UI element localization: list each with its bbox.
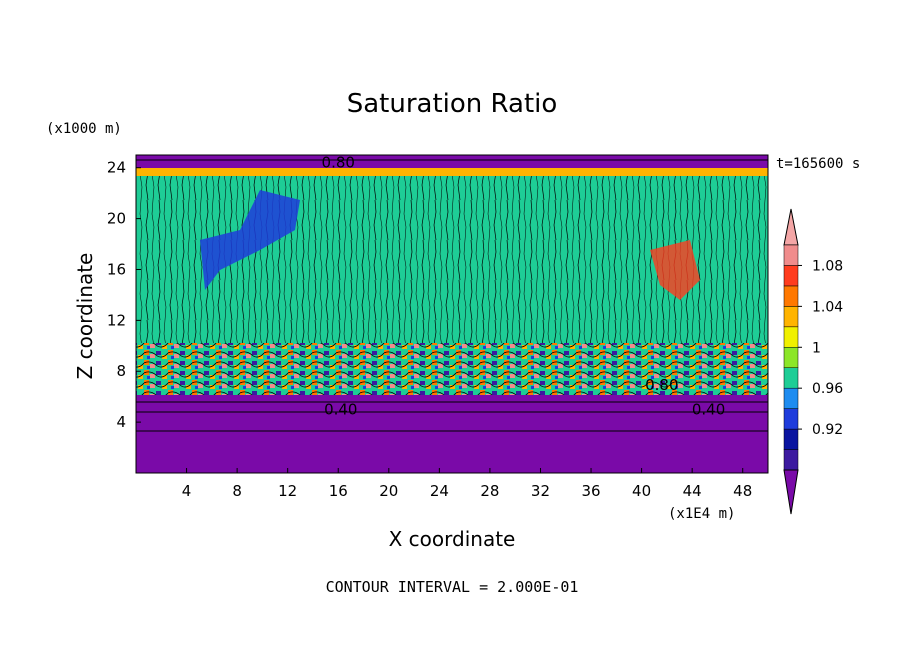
x-tick-label: 20	[379, 482, 398, 500]
y-tick-label: 12	[107, 311, 126, 329]
colorbar-bin	[783, 449, 799, 471]
contour-label: 0.40	[324, 400, 357, 418]
x-tick-label: 4	[182, 482, 192, 500]
colorbar-tick-label: 1	[812, 340, 821, 356]
x-tick-label: 28	[480, 482, 499, 500]
contour-interval-footer: CONTOUR INTERVAL = 2.000E-01	[326, 578, 579, 596]
time-label: t=165600 s	[776, 156, 860, 172]
x-tick-label: 8	[232, 482, 242, 500]
field-mixed-layer	[136, 343, 768, 395]
x-tick-label: 40	[632, 482, 651, 500]
y-tick-label: 16	[107, 260, 126, 278]
y-tick-label: 4	[116, 413, 126, 431]
colorbar-bin	[783, 428, 799, 450]
contour-label: 0.80	[645, 376, 678, 394]
colorbar-bin	[783, 265, 799, 287]
chart-title: Saturation Ratio	[347, 89, 558, 119]
colorbar-tick-label: 1.08	[812, 258, 843, 274]
colorbar: 0.92 0.96 1 1.04 1.08	[783, 208, 843, 515]
colorbar-bin	[783, 326, 799, 348]
y-tick-label: 20	[107, 210, 126, 228]
x-tick-label: 48	[733, 482, 752, 500]
heatmap-field	[135, 154, 769, 474]
colorbar-tick-label: 1.04	[812, 299, 843, 315]
x-tick-label: 44	[683, 482, 702, 500]
x-tick-label: 16	[329, 482, 348, 500]
x-tick-label: 32	[531, 482, 550, 500]
contour-label: 0.80	[322, 154, 355, 172]
contour-labels: 0.40 0.40 0.80 0.80	[322, 154, 726, 419]
y-tick-label: 8	[116, 362, 126, 380]
colorbar-tick-label: 0.92	[812, 422, 843, 438]
colorbar-bin	[783, 244, 799, 266]
plot-frame	[135, 154, 769, 474]
colorbar-tick-label: 0.96	[812, 381, 843, 397]
colorbar-bin	[783, 387, 799, 409]
colorbar-bin	[783, 347, 799, 368]
y-units-label: (x1000 m)	[46, 121, 122, 137]
y-axis-title: Z coordinate	[73, 253, 97, 380]
x-tick-label: 12	[278, 482, 297, 500]
colorbar-over-arrow	[783, 208, 799, 246]
x-units-label: (x1E4 m)	[668, 506, 735, 522]
colorbar-bin	[783, 306, 799, 328]
field-moist-patch	[650, 240, 700, 300]
x-axis-title: X coordinate	[389, 527, 516, 551]
colorbar-bin	[783, 408, 799, 430]
field-upper-band	[136, 168, 768, 176]
y-tick-label: 24	[107, 159, 126, 177]
contour-label: 0.40	[692, 400, 725, 418]
x-tick-label: 36	[581, 482, 600, 500]
colorbar-under-arrow	[783, 469, 799, 515]
x-tick-label: 24	[430, 482, 449, 500]
colorbar-bin	[783, 367, 799, 389]
field-dry-patch	[200, 190, 300, 290]
colorbar-bin	[783, 285, 799, 307]
